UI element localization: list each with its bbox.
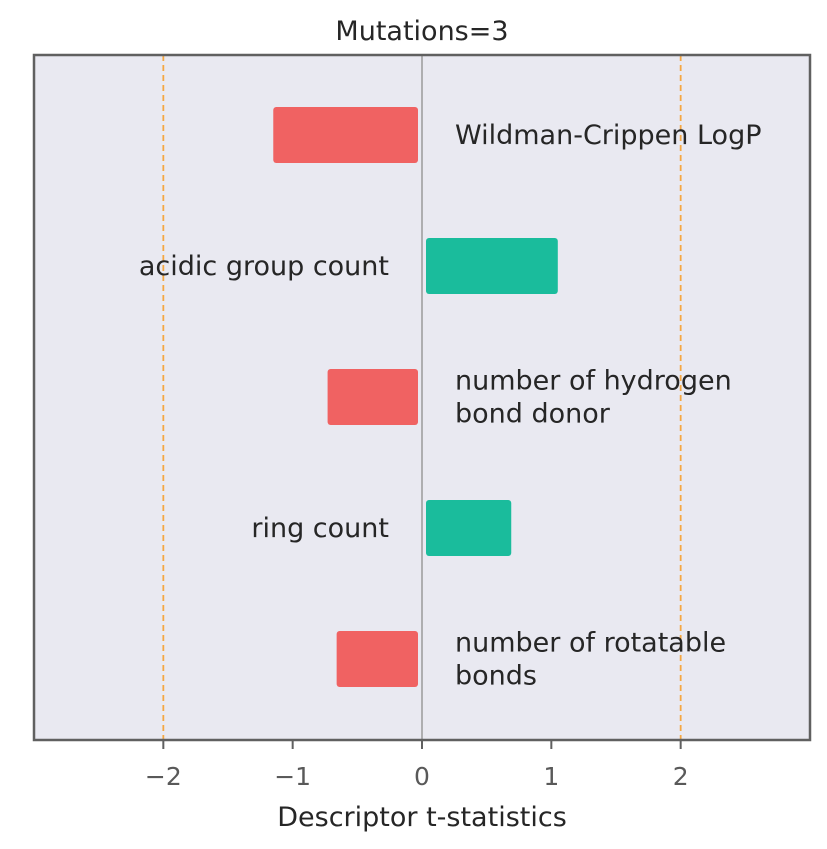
x-tick-label: 1: [543, 762, 559, 791]
bar-label-line: bond donor: [455, 399, 611, 430]
bar-label-line: number of hydrogen: [455, 366, 732, 397]
bar-label-line: bonds: [455, 661, 537, 692]
x-tick-label: −2: [145, 762, 182, 791]
bar: [336, 631, 418, 687]
bar-label-line: number of rotatable: [455, 628, 726, 659]
bar: [426, 238, 558, 294]
x-tick-label: 0: [414, 762, 430, 791]
bar-label: acidic group count: [139, 251, 389, 282]
reference-lines: [162, 55, 682, 740]
bar-label: Wildman-Crippen LogP: [455, 120, 762, 151]
bar-labels: Wildman-Crippen LogP acidic group count nu…: [139, 120, 762, 692]
bar: [273, 107, 418, 163]
bars: [273, 107, 558, 687]
x-axis-ticks: −2 −1 0 1 2: [145, 740, 689, 791]
bar-label: number of rotatable bonds: [455, 628, 726, 692]
x-tick-label: −1: [274, 762, 311, 791]
bar-label-line: ring count: [251, 513, 389, 544]
chart-title: Mutations=3: [335, 16, 508, 47]
bar: [327, 369, 418, 425]
bar-label: number of hydrogen bond donor: [455, 366, 732, 430]
bar: [426, 500, 512, 556]
bar-label: ring count: [251, 513, 389, 544]
x-axis-label: Descriptor t-statistics: [277, 802, 567, 833]
x-tick-label: 2: [673, 762, 689, 791]
bar-label-line: acidic group count: [139, 251, 389, 282]
bar-label-line: Wildman-Crippen LogP: [455, 120, 762, 151]
